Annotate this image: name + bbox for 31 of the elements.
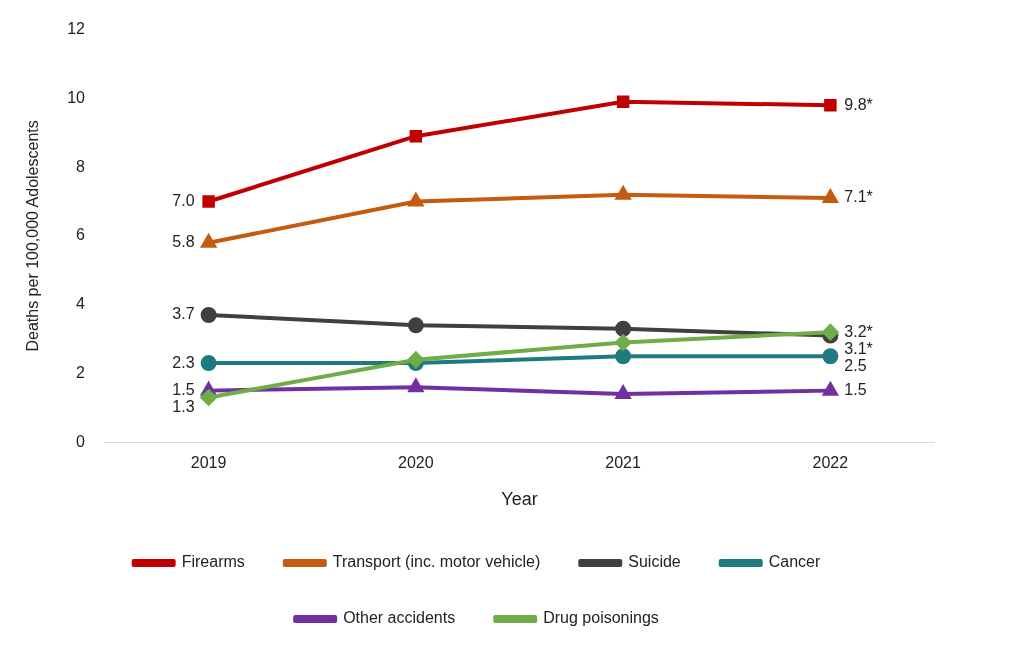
- data-label: 2.5: [844, 356, 867, 374]
- legend-label: Other accidents: [343, 609, 456, 627]
- data-label: 7.0: [172, 191, 195, 209]
- x-tick-label: 2022: [812, 454, 849, 472]
- legend-label: Transport (inc. motor vehicle): [332, 553, 541, 571]
- x-tick-label: 2021: [605, 454, 642, 472]
- data-label: 2.3: [172, 353, 195, 371]
- y-tick-label: 4: [76, 295, 86, 313]
- y-tick-label: 12: [67, 20, 86, 38]
- y-tick-label: 2: [76, 363, 86, 381]
- data-label: 1.5: [172, 381, 195, 399]
- data-label: 3.7: [172, 305, 195, 323]
- y-axis-title: Deaths per 100,000 Adolescents: [24, 120, 42, 352]
- data-label: 3.1*: [844, 339, 873, 357]
- data-label: 7.1*: [844, 188, 873, 206]
- data-label: 1.5: [844, 381, 867, 399]
- data-label: 9.8*: [844, 95, 873, 113]
- legend-label: Suicide: [628, 553, 681, 571]
- data-label: 3.2*: [844, 322, 873, 340]
- data-label: 1.3: [172, 398, 195, 416]
- legend-label: Drug poisonings: [543, 609, 659, 627]
- x-tick-label: 2019: [190, 454, 227, 472]
- legend-label: Firearms: [181, 553, 245, 571]
- data-label: 5.8: [172, 233, 195, 251]
- legend-label: Cancer: [768, 553, 821, 571]
- y-tick-label: 6: [76, 226, 86, 244]
- x-axis-title: Year: [501, 489, 538, 510]
- y-tick-label: 8: [76, 157, 86, 175]
- x-tick-label: 2020: [398, 454, 434, 472]
- y-tick-label: 0: [76, 432, 86, 450]
- y-tick-label: 10: [67, 88, 86, 106]
